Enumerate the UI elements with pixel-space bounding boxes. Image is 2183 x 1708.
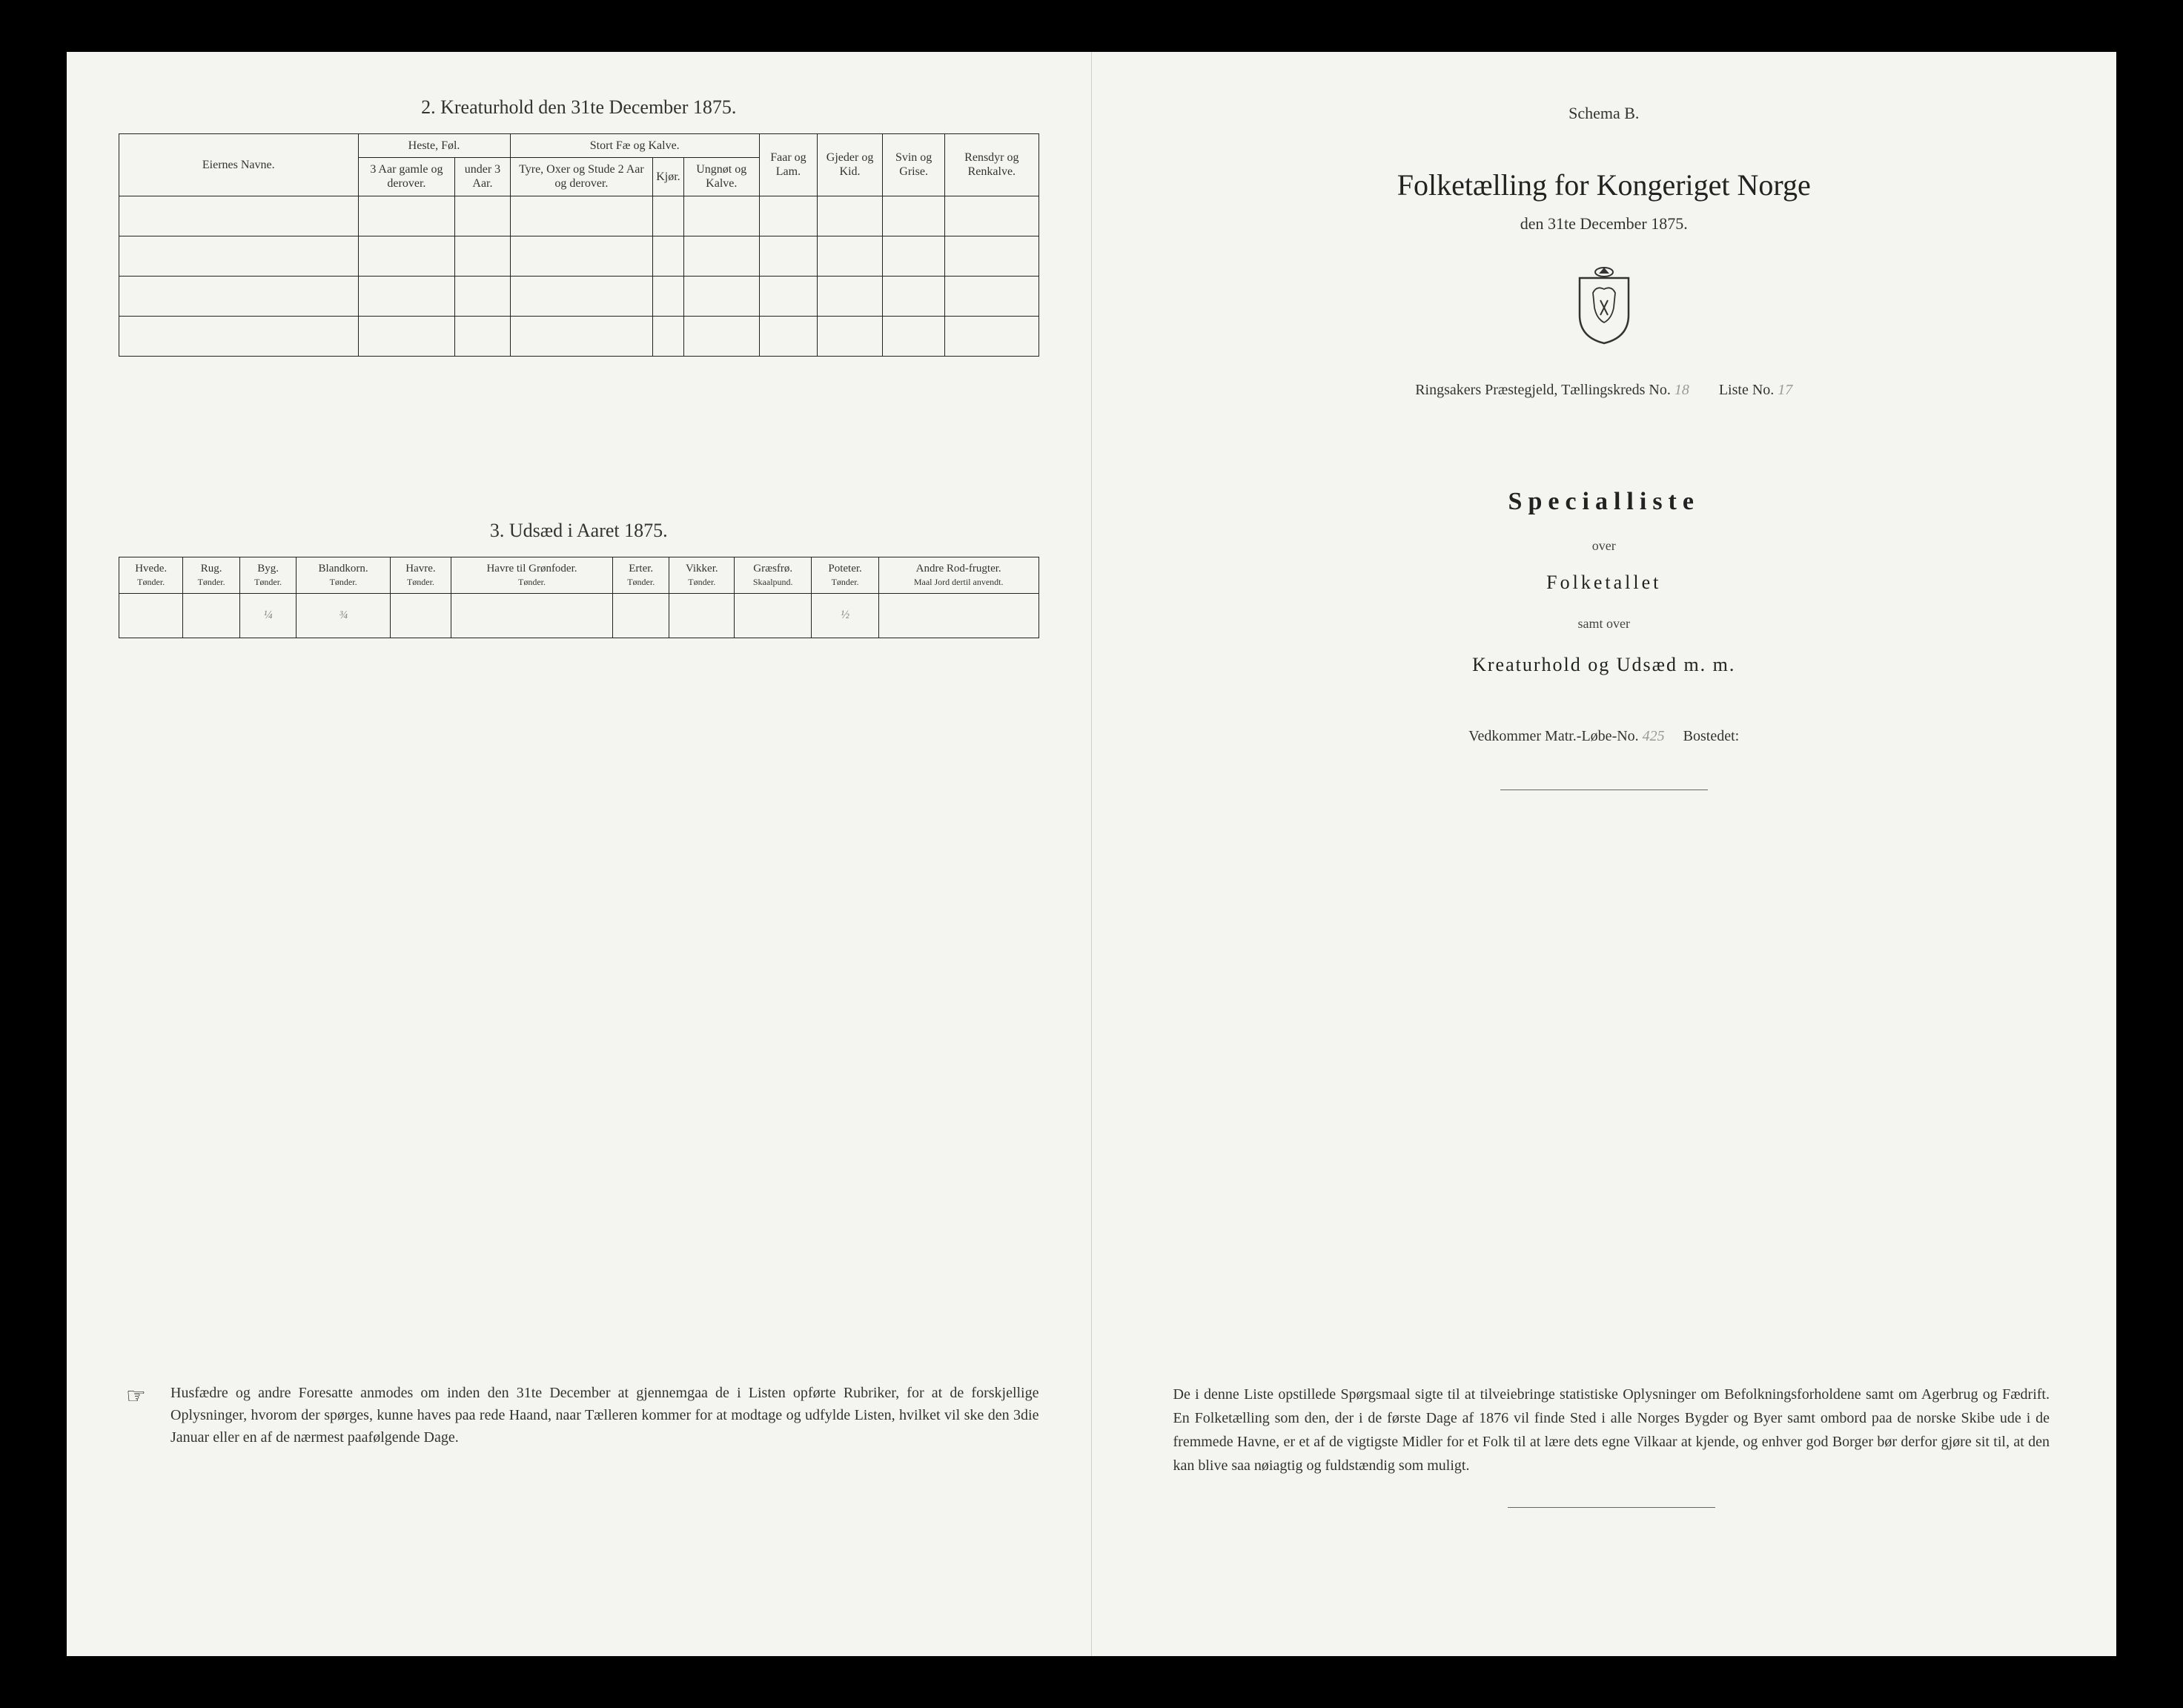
th3-4: Havre.Tønder. xyxy=(390,557,451,593)
table2-empty-row xyxy=(119,316,1039,356)
th-heste-b: under 3 Aar. xyxy=(455,158,510,196)
vedkommer-line: Vedkommer Matr.-Løbe-No. 425 Bostedet: xyxy=(1144,728,2065,745)
pointing-hand-icon: ☞ xyxy=(126,1383,146,1409)
th3-1: Rug.Tønder. xyxy=(183,557,240,593)
table3: Hvede.Tønder. Rug.Tønder. Byg.Tønder. Bl… xyxy=(119,557,1039,638)
document-frame: 2. Kreaturhold den 31te December 1875. E… xyxy=(0,0,2183,1708)
th3-8: Græsfrø.Skaalpund. xyxy=(735,557,812,593)
th3-0: Hvede.Tønder. xyxy=(119,557,183,593)
left-footnote-block: ☞ Husfædre og andre Foresatte anmodes om… xyxy=(170,1382,1039,1449)
table2-empty-row xyxy=(119,276,1039,316)
matr-no: 425 xyxy=(1643,728,1665,744)
th3-9: Poteter.Tønder. xyxy=(812,557,879,593)
th3-7: Vikker.Tønder. xyxy=(669,557,735,593)
th-eier: Eiernes Navne. xyxy=(119,134,359,196)
right-page: Schema B. Folketælling for Kongeriget No… xyxy=(1092,52,2117,1656)
th3-3: Blandkorn.Tønder. xyxy=(297,557,391,593)
left-page: 2. Kreaturhold den 31te December 1875. E… xyxy=(67,52,1092,1656)
table3-header-row: Hvede.Tønder. Rug.Tønder. Byg.Tønder. Bl… xyxy=(119,557,1039,593)
kreatur-heading: Kreaturhold og Udsæd m. m. xyxy=(1144,654,2065,676)
main-title: Folketælling for Kongeriget Norge xyxy=(1144,168,2065,202)
right-footnote: De i denne Liste opstillede Spørgsmaal s… xyxy=(1173,1383,2050,1477)
th-stort: Stort Fæ og Kalve. xyxy=(510,134,759,158)
divider xyxy=(1508,1507,1715,1508)
th-svin: Svin og Grise. xyxy=(883,134,945,196)
th-heste-a: 3 Aar gamle og derover. xyxy=(358,158,455,196)
district-line: Ringsakers Præstegjeld, Tællingskreds No… xyxy=(1144,382,2065,399)
paper-spread: 2. Kreaturhold den 31te December 1875. E… xyxy=(67,52,2116,1656)
schema-label: Schema B. xyxy=(1144,104,2065,123)
subtitle: den 31te December 1875. xyxy=(1144,214,2065,234)
liste-no: 17 xyxy=(1778,382,1792,398)
table2-empty-row xyxy=(119,236,1039,276)
th-gjeder: Gjeder og Kid. xyxy=(818,134,883,196)
table3-data-row: ¼ ¾ ½ xyxy=(119,593,1039,638)
th3-2: Byg.Tønder. xyxy=(239,557,297,593)
th-rens: Rensdyr og Renkalve. xyxy=(945,134,1039,196)
table2: Eiernes Navne. Heste, Føl. Stort Fæ og K… xyxy=(119,133,1039,357)
th-stort-b: Kjør. xyxy=(653,158,683,196)
samtover-text: samt over xyxy=(1144,616,2065,632)
over-text: over xyxy=(1144,538,2065,554)
th3-5: Havre til Grønfoder.Tønder. xyxy=(451,557,613,593)
folketallet-heading: Folketallet xyxy=(1144,572,2065,594)
th3-6: Erter.Tønder. xyxy=(612,557,669,593)
specialliste-heading: Specialliste xyxy=(1144,488,2065,516)
coat-of-arms-icon xyxy=(1571,263,1637,345)
kreds-no: 18 xyxy=(1674,382,1689,398)
table2-title: 2. Kreaturhold den 31te December 1875. xyxy=(119,96,1039,119)
th-stort-c: Ungnøt og Kalve. xyxy=(683,158,759,196)
th-stort-a: Tyre, Oxer og Stude 2 Aar og derover. xyxy=(510,158,653,196)
table2-row xyxy=(119,196,1039,236)
table3-title: 3. Udsæd i Aaret 1875. xyxy=(119,520,1039,542)
right-footnote-block: De i denne Liste opstillede Spørgsmaal s… xyxy=(1173,1383,2050,1508)
left-footnote: Husfædre og andre Foresatte anmodes om i… xyxy=(170,1382,1039,1449)
th-heste: Heste, Føl. xyxy=(358,134,510,158)
th3-10: Andre Rod-frugter.Maal Jord dertil anven… xyxy=(878,557,1039,593)
th-faar: Faar og Lam. xyxy=(759,134,817,196)
